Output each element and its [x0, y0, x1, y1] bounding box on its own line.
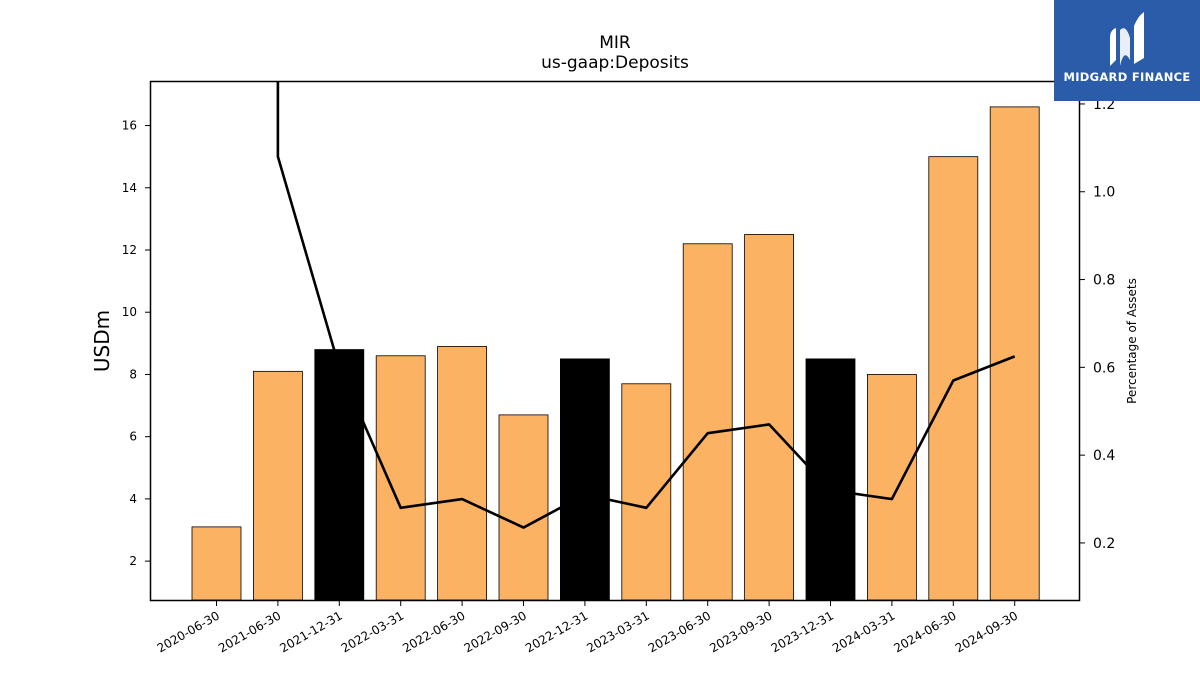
bar-2023-06-30 [682, 243, 733, 601]
bar-2021-12-31 [314, 349, 365, 601]
x-tick-label: 2022-06-30 [400, 608, 467, 655]
y2-tick-label: 1.0 [1093, 185, 1115, 201]
y-axis-label: USDm [90, 310, 114, 372]
bar-2021-06-30 [252, 370, 303, 601]
x-axis: 2020-06-302021-06-302021-12-312022-03-31… [155, 600, 1020, 655]
y2-axis-label: Percentage of Assets [1125, 278, 1139, 404]
x-tick-label: 2021-06-30 [216, 608, 283, 655]
x-tick-label: 2023-09-30 [707, 608, 774, 655]
y-axis-left: 2 4 6 8 10 12 14 16 [122, 119, 151, 568]
y-tick-label: 10 [122, 305, 137, 319]
bar-2022-03-31 [375, 355, 426, 601]
bar-2022-09-30 [498, 414, 549, 601]
x-tick-label: 2024-06-30 [891, 608, 958, 655]
bar-2023-09-30 [744, 234, 794, 601]
y2-tick-label: 0.8 [1093, 273, 1115, 289]
brand-logo: MIDGARD FINANCE [1054, 0, 1200, 101]
x-tick-label: 2022-09-30 [462, 608, 529, 655]
x-tick-label: 2022-12-31 [523, 608, 590, 655]
y-tick-label: 8 [129, 367, 137, 381]
bar-2023-03-31 [621, 383, 672, 601]
x-tick-label: 2023-03-31 [584, 608, 651, 655]
x-tick-label: 2023-12-31 [769, 608, 836, 655]
chart-subtitle: us-gaap:Deposits [541, 53, 689, 73]
bars-group [191, 106, 1040, 601]
y2-tick-label: 0.2 [1093, 536, 1115, 552]
bar-2022-06-30 [437, 346, 488, 601]
y-tick-label: 12 [122, 243, 137, 257]
x-tick-label: 2023-06-30 [646, 608, 713, 655]
chart-title: MIR [599, 33, 631, 53]
y-tick-label: 16 [122, 119, 137, 133]
y-tick-label: 6 [129, 430, 137, 444]
x-tick-label: 2022-03-31 [339, 608, 406, 655]
x-tick-label: 2024-09-30 [953, 608, 1020, 655]
bar-2024-06-30 [928, 156, 979, 601]
y2-tick-label: 0.4 [1093, 448, 1115, 464]
bar-2023-12-31 [805, 358, 856, 601]
y-tick-label: 2 [129, 554, 137, 568]
brand-name: MIDGARD FINANCE [1063, 70, 1191, 84]
line-group [276, 82, 1016, 529]
y-tick-label: 14 [122, 181, 137, 195]
bar-2022-12-31 [560, 358, 610, 601]
bar-2024-03-31 [867, 374, 917, 601]
x-tick-label: 2021-12-31 [277, 608, 344, 655]
midgard-logo-icon [1110, 12, 1144, 66]
x-tick-label: 2020-06-30 [155, 608, 222, 655]
percentage-line [276, 82, 1016, 529]
plot-frame [149, 80, 1081, 602]
bar-2020-06-30 [191, 526, 242, 601]
y-axis-right: 0.20.40.60.81.01.2 [1079, 97, 1115, 552]
x-tick-label: 2024-03-31 [830, 608, 897, 655]
y-tick-label: 4 [129, 492, 137, 506]
bar-2024-09-30 [989, 106, 1040, 601]
y2-tick-label: 0.6 [1093, 360, 1115, 376]
